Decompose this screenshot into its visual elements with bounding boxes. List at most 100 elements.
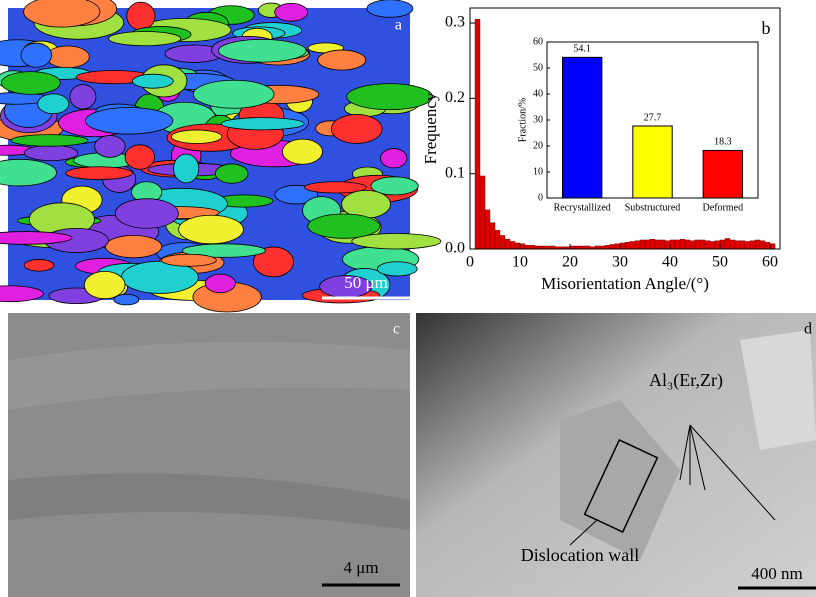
grain [95, 136, 125, 158]
figure: a 50 μm b c 4 μm d Al₃(Er,Zr) Dislocatio… [0, 0, 816, 597]
bar [715, 241, 720, 249]
x-tick-label: 30 [612, 254, 628, 271]
grain [38, 94, 69, 114]
grain [275, 3, 308, 21]
bar [685, 240, 690, 249]
bar [515, 243, 520, 249]
bar [703, 150, 742, 198]
grain [132, 74, 173, 88]
bar [480, 176, 485, 249]
grain [125, 145, 154, 169]
bar [750, 241, 755, 249]
grain [115, 199, 178, 229]
bar [510, 241, 515, 249]
y-axis-label: Frequency [421, 92, 440, 164]
bar [660, 240, 665, 249]
grain [331, 114, 382, 143]
bar [745, 241, 750, 249]
grain [347, 84, 433, 110]
bar [730, 240, 735, 249]
grain [84, 271, 125, 298]
y-axis-label: Fraction/% [517, 98, 528, 142]
annotation: Dislocation wall [521, 545, 639, 565]
bar [620, 243, 625, 249]
y-tick-label: 10 [533, 166, 543, 177]
bar [525, 245, 530, 249]
bar [770, 244, 775, 249]
grain [161, 254, 216, 266]
x-axis-label: Misorientation Angle/(°) [541, 274, 709, 293]
bar [740, 241, 745, 249]
bar [725, 238, 730, 249]
bar [640, 240, 645, 249]
data-label: 18.3 [714, 137, 732, 148]
scale-bar-label: 50 μm [344, 273, 388, 292]
x-tick-label: 20 [562, 254, 578, 271]
grain [179, 215, 244, 244]
panel-label: a [395, 17, 402, 34]
bar [562, 57, 601, 198]
y-tick-label: 0.1 [445, 164, 465, 181]
bar [490, 223, 495, 249]
grain [215, 164, 248, 183]
grain [282, 139, 322, 164]
grain [205, 274, 235, 292]
bar [765, 242, 770, 249]
scale-bar-label: 4 μm [343, 558, 378, 577]
grain [380, 149, 406, 168]
grain [318, 50, 366, 70]
bar [655, 240, 660, 249]
grain [109, 31, 181, 45]
grain [193, 80, 274, 108]
grain [24, 0, 100, 27]
grain [174, 154, 199, 183]
bar [645, 240, 650, 249]
y-tick-label: 0.2 [445, 89, 465, 106]
bar [665, 241, 670, 249]
bar [633, 126, 672, 198]
grain [24, 259, 54, 271]
bar [615, 244, 620, 249]
bar [530, 245, 535, 249]
grain [11, 135, 88, 147]
data-label: 27.7 [644, 112, 662, 123]
grain [114, 294, 139, 305]
bar [695, 240, 700, 249]
bar [690, 241, 695, 249]
y-tick-label: 50 [533, 62, 543, 73]
sem-image [8, 313, 410, 597]
panel-label: b [762, 18, 771, 38]
data-label: 54.1 [573, 44, 591, 55]
bar [605, 245, 610, 249]
grain [1, 72, 60, 95]
bar [485, 210, 490, 249]
x-tick-label: 50 [712, 254, 728, 271]
y-tick-label: 0.0 [445, 240, 465, 257]
bar [705, 241, 710, 249]
grain [221, 118, 304, 130]
bar [670, 240, 675, 249]
grain [70, 85, 96, 109]
bar [505, 239, 510, 249]
y-tick-label: 0 [538, 192, 543, 203]
x-tick-label: 60 [762, 254, 778, 271]
grain [0, 232, 72, 245]
grain [218, 39, 306, 62]
panel-label: c [393, 321, 400, 338]
y-tick-label: 30 [533, 114, 543, 125]
grain [171, 130, 221, 144]
bar [610, 244, 615, 249]
x-tick-label: 10 [512, 254, 528, 271]
panel-label: d [804, 321, 812, 338]
bar [650, 239, 655, 249]
x-tick-label: 0 [466, 254, 474, 271]
bar [475, 19, 480, 249]
bar [700, 240, 705, 249]
bar [710, 241, 715, 249]
x-tick-label: Recrystallized [554, 202, 611, 213]
bar [755, 240, 760, 249]
ebsd-map [0, 0, 441, 312]
bar [520, 244, 525, 249]
x-tick-label: 40 [662, 254, 678, 271]
bar [630, 241, 635, 249]
